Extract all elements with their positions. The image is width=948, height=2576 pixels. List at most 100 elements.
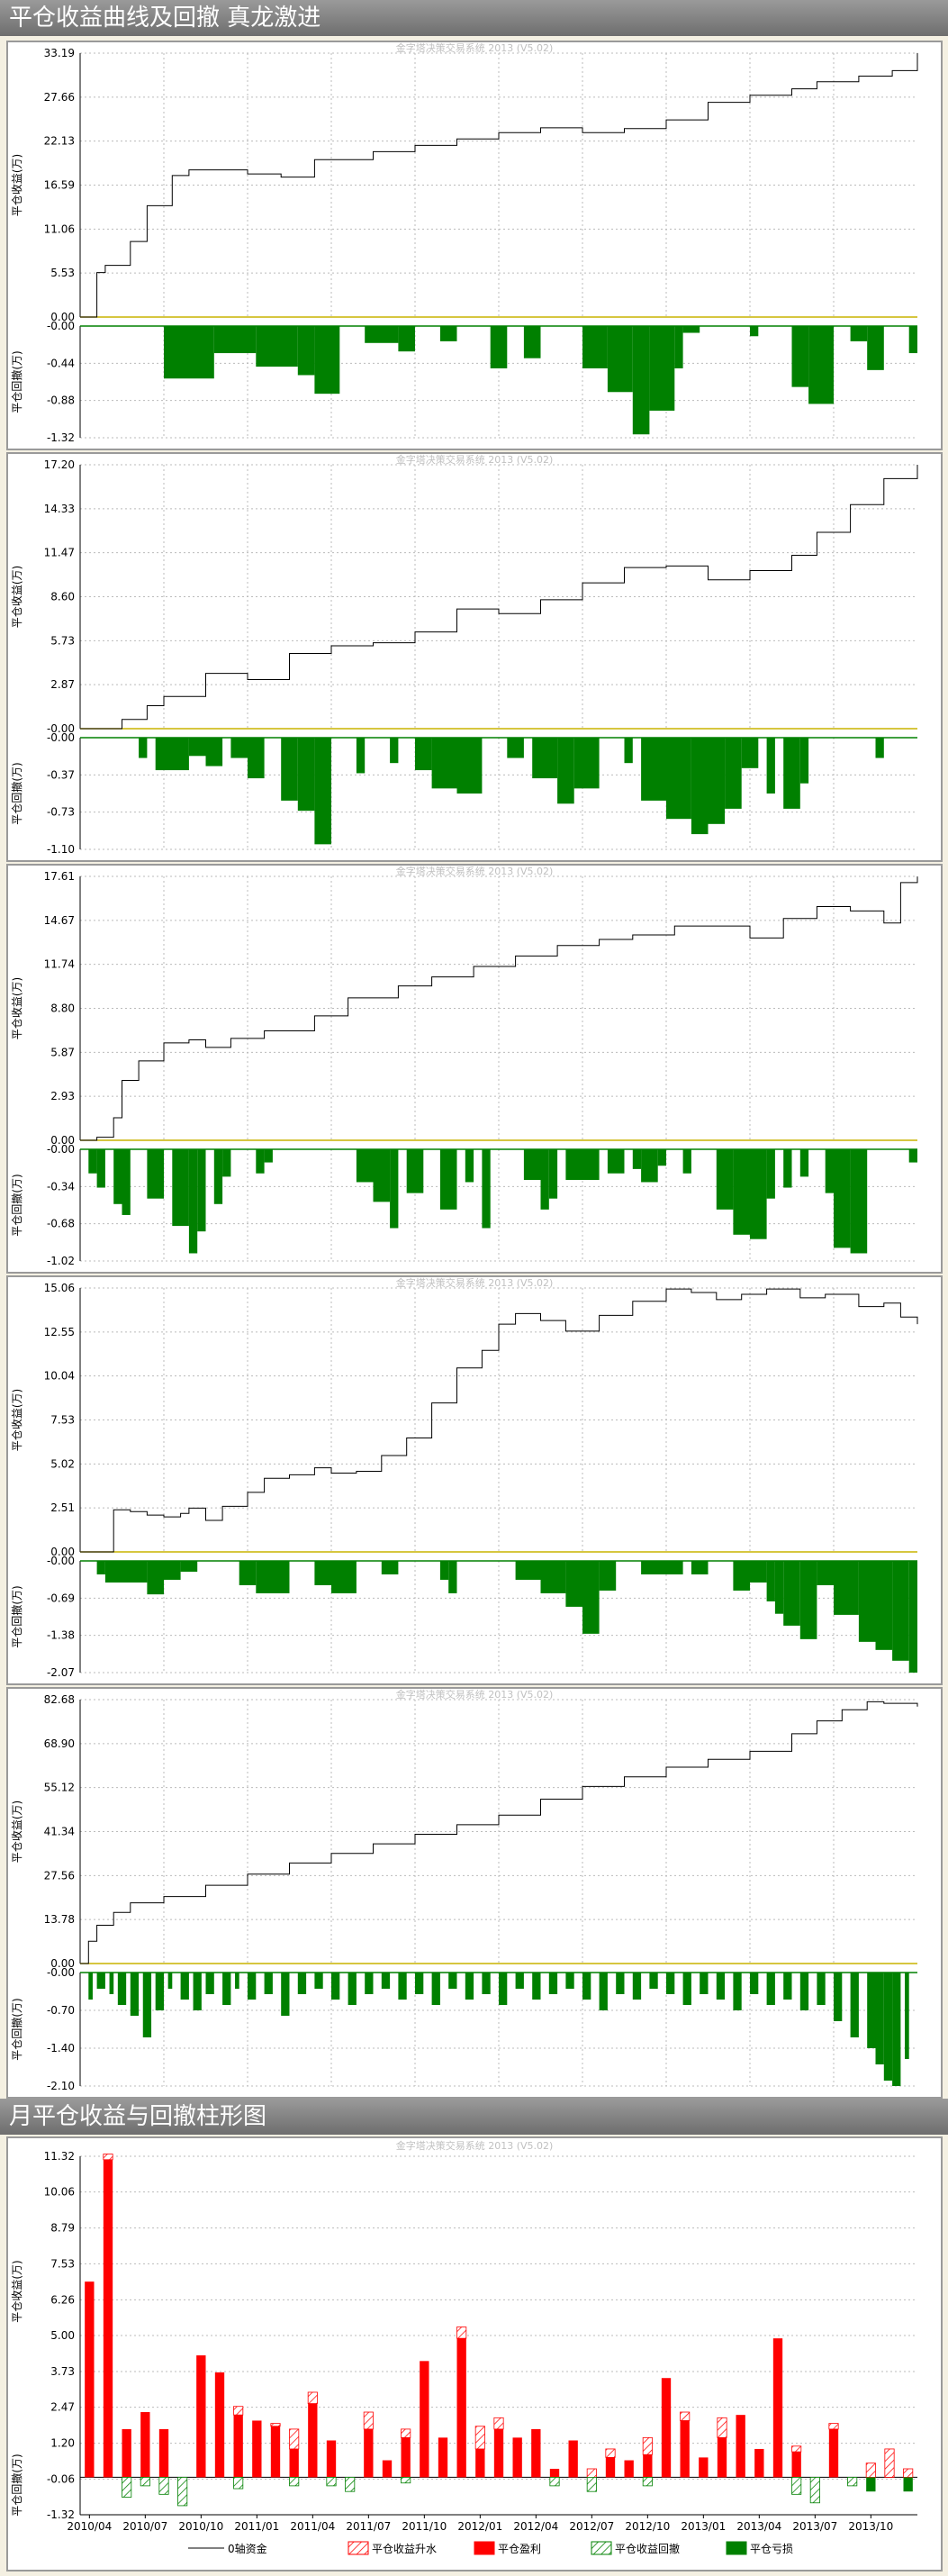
profit-premium-bar <box>680 2411 691 2421</box>
x-tick-label: 2012/04 <box>513 2520 558 2533</box>
drawdown-bar <box>507 738 524 758</box>
drawdown-bar <box>908 326 917 354</box>
watermark: 金字塔决策交易系统 2013 (V5.02) <box>396 1277 554 1289</box>
y-tick-label: 10.04 <box>44 1370 75 1383</box>
drawdown-bar <box>239 1561 257 1585</box>
drawdown-bar <box>235 1973 239 1989</box>
drawdown-bar <box>205 1973 214 1994</box>
profit-premium-bar <box>717 2417 727 2438</box>
drawdown-bar <box>314 326 340 395</box>
drawdown-bar <box>264 1149 273 1163</box>
drawdown-bar <box>825 1149 834 1193</box>
drawdown-bar <box>867 326 884 370</box>
drawdown-bar <box>641 738 666 801</box>
drawdown-bar <box>88 1149 97 1174</box>
drawdown-bar <box>523 1149 541 1181</box>
profit-bar <box>754 2448 764 2478</box>
x-tick-label: 2013/10 <box>848 2520 893 2533</box>
drawdown-bar <box>540 1561 566 1593</box>
drawdown-bar <box>565 1973 574 1989</box>
drawdown-bar <box>766 738 775 794</box>
y-tick-label: 33.19 <box>44 47 75 59</box>
profit-bar <box>326 2440 337 2478</box>
drawdown-bar <box>331 1973 340 2000</box>
y-tick-label: 5.87 <box>50 1046 75 1058</box>
profit-bar <box>382 2460 393 2478</box>
drawdown-bar <box>172 1149 189 1227</box>
profit-bar <box>214 2372 225 2478</box>
drawdown-bar <box>766 1973 775 2005</box>
drawdown-bar <box>682 1149 691 1174</box>
drawdown-y-tick-label: -0.44 <box>47 357 75 369</box>
profit-pullback-bar <box>642 2477 653 2487</box>
drawdown-bar <box>431 1973 440 2005</box>
profit-bar <box>531 2428 541 2478</box>
drawdown-bar <box>113 1149 122 1204</box>
drawdown-bar <box>193 1973 202 2010</box>
drawdown-bar <box>766 1149 775 1199</box>
drawdown-bar <box>248 1973 257 2000</box>
drawdown-bar <box>883 1973 893 2081</box>
y-tick-label: 2.47 <box>50 2401 75 2414</box>
drawdown-y-axis-title: 平仓回撤(万) <box>10 1998 23 2060</box>
profit-bar <box>122 2428 131 2478</box>
y-axis-title: 平仓收益(万) <box>11 1800 23 1863</box>
watermark: 金字塔决策交易系统 2013 (V5.02) <box>396 42 554 54</box>
profit-pullback-bar <box>549 2477 560 2487</box>
drawdown-bar <box>741 738 759 768</box>
drawdown-bar <box>632 326 650 435</box>
drawdown-bar <box>607 1149 625 1174</box>
profit-premium-bar <box>289 2428 300 2450</box>
drawdown-bar <box>808 326 834 404</box>
drawdown-y-tick-label: -1.10 <box>47 843 75 856</box>
equity-chart-2: 金字塔决策交易系统 2013 (V5.02) 17.20 14.33 11.47 8.6… <box>10 454 918 856</box>
equity-line <box>80 1288 918 1553</box>
drawdown-bar <box>314 738 331 845</box>
y-tick-label: 6.26 <box>50 2293 75 2306</box>
profit-premium-bar <box>401 2428 411 2438</box>
drawdown-bar <box>264 1973 273 1994</box>
drawdown-bar <box>858 1561 876 1642</box>
drawdown-bar <box>499 1973 508 2005</box>
y-tick-label: 11.32 <box>44 2150 75 2163</box>
drawdown-bar <box>314 1561 331 1585</box>
profit-bar <box>772 2338 783 2478</box>
drawdown-bar <box>799 738 809 784</box>
equity-line <box>80 876 918 1141</box>
equity-chart-panel-4: 金字塔决策交易系统 2013 (V5.02) 15.06 12.55 10.04 7.5… <box>6 1275 943 1685</box>
profit-bar <box>624 2460 634 2478</box>
profit-bar <box>828 2428 839 2478</box>
equity-section-header: 平仓收益曲线及回撤 真龙激进 <box>0 0 948 36</box>
drawdown-bar <box>799 1149 809 1177</box>
drawdown-bar <box>96 1973 105 1989</box>
x-tick-label: 2012/10 <box>625 2520 670 2533</box>
drawdown-bar <box>281 1973 290 2016</box>
drawdown-bar <box>415 1973 424 1994</box>
y-tick-label: 2.51 <box>50 1501 75 1514</box>
drawdown-bar <box>96 1149 105 1188</box>
profit-premium-bar <box>828 2423 839 2430</box>
x-tick-label: 2011/04 <box>290 2520 335 2533</box>
x-tick-label: 2010/10 <box>178 2520 223 2533</box>
drawdown-y-tick-label: -0.00 <box>47 1555 75 1567</box>
drawdown-bar <box>783 1561 800 1626</box>
drawdown-bar <box>230 738 248 758</box>
drawdown-y-tick-label: -0.00 <box>47 731 75 744</box>
drawdown-bar <box>188 1149 198 1254</box>
profit-bar <box>736 2415 745 2478</box>
x-tick-label: 2011/07 <box>346 2520 391 2533</box>
profit-premium-bar <box>103 2154 113 2161</box>
profit-premium-bar <box>865 2463 876 2478</box>
profit-pullback-bar <box>140 2477 150 2487</box>
y-tick-label: -0.06 <box>47 2472 75 2485</box>
drawdown-bar <box>582 1973 591 2000</box>
drawdown-bar <box>657 1149 666 1166</box>
profit-premium-bar <box>586 2468 597 2478</box>
legend-label: 平仓亏损 <box>750 2543 793 2555</box>
y-axis-title: 平仓收益(万) <box>11 2260 23 2322</box>
y-tick-label: 11.47 <box>44 547 75 559</box>
drawdown-bar <box>164 326 214 379</box>
y-axis-title: 平仓收益(万) <box>11 977 23 1039</box>
drawdown-y-tick-label: -0.00 <box>47 1143 75 1156</box>
profit-bar <box>420 2361 429 2478</box>
